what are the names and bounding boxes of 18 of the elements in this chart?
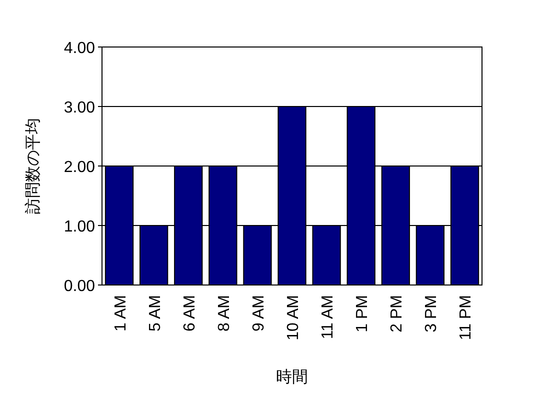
y-tick-label: 1.00 [64, 218, 96, 236]
x-tick-label: 5 AM [146, 295, 164, 332]
x-tick-label: 1 AM [112, 295, 130, 332]
y-tick-label: 2.00 [64, 159, 96, 176]
x-axis-title: 時間 [276, 368, 308, 386]
y-tick-label: 0.00 [64, 278, 96, 295]
x-tick-label: 11 AM [320, 295, 337, 340]
y-tick-label: 4.00 [64, 40, 96, 57]
x-tick-label: 2 PM [388, 295, 406, 332]
x-tick-label: 8 AM [216, 295, 233, 332]
x-tick-label: 9 AM [250, 295, 268, 332]
x-tick-label: 3 PM [423, 295, 440, 332]
y-tick-label: 3.00 [64, 100, 96, 116]
x-tick-label: 11 PM [458, 295, 475, 340]
y-axis-title: 訪問数の平均 [24, 118, 42, 214]
x-tick-label: 10 AM [285, 295, 302, 340]
x-tick-label: 1 PM [354, 295, 372, 332]
x-tick-label: 6 AM [181, 295, 198, 332]
